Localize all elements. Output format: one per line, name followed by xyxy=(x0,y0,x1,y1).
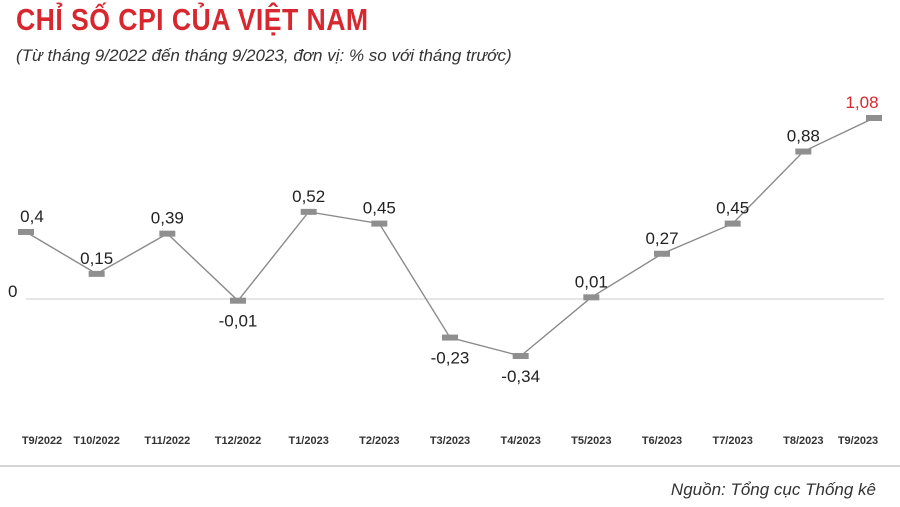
data-marker xyxy=(442,334,458,341)
cpi-series-line xyxy=(25,117,875,357)
x-tick-label: T2/2023 xyxy=(359,435,399,447)
data-marker xyxy=(230,297,246,304)
x-axis-ticks: T9/2022 T10/2022 T11/2022 T12/2022 T1/2023 T2… xyxy=(22,435,878,447)
data-markers xyxy=(18,115,882,359)
x-tick-label: T1/2023 xyxy=(288,435,328,447)
chart-title: CHỈ SỐ CPI CỦA VIỆT NAM xyxy=(16,2,369,37)
data-label: 0,4 xyxy=(20,207,44,226)
zero-axis-label: 0 xyxy=(8,282,17,301)
x-tick-label: T4/2023 xyxy=(500,435,540,447)
bottom-divider xyxy=(0,465,900,467)
data-label: 0,52 xyxy=(292,187,325,206)
data-marker xyxy=(795,148,812,155)
x-tick-label: T10/2022 xyxy=(73,435,119,447)
x-tick-label: T12/2022 xyxy=(215,435,261,447)
data-label: 0,01 xyxy=(575,272,608,291)
data-marker xyxy=(18,228,34,235)
data-label: 0,88 xyxy=(787,127,820,146)
data-marker xyxy=(866,115,882,121)
data-marker xyxy=(88,270,105,277)
data-label: 0,39 xyxy=(151,209,184,228)
x-tick-label: T8/2023 xyxy=(783,435,823,447)
x-tick-label: T11/2022 xyxy=(144,435,190,447)
data-labels: 0,4 0,15 0,39 -0,01 0,52 0,45 -0,23 -0,34 0,01 0,… xyxy=(20,93,878,386)
data-marker xyxy=(583,294,600,301)
data-label: -0,34 xyxy=(501,367,540,386)
data-marker xyxy=(512,353,529,359)
data-label: 0,45 xyxy=(363,199,396,218)
data-label: -0,01 xyxy=(219,312,258,331)
data-marker xyxy=(159,230,176,237)
x-tick-label: T9/2022 xyxy=(22,435,62,447)
cpi-line-chart: 0 0,4 0,15 0,39 -0,01 0,52 0,45 -0,23 -0,34 0,01… xyxy=(8,93,884,447)
data-marker xyxy=(300,208,317,215)
data-label: 0,27 xyxy=(645,229,678,248)
x-tick-label: T9/2023 xyxy=(838,435,878,447)
source-note: Nguồn: Tổng cục Thống kê xyxy=(670,480,876,499)
data-label: -0,23 xyxy=(431,349,470,368)
chart-subtitle: (Từ tháng 9/2022 đến tháng 9/2023, đơn v… xyxy=(16,46,512,65)
x-tick-label: T3/2023 xyxy=(430,435,470,447)
data-marker xyxy=(724,220,741,227)
data-label: 0,15 xyxy=(80,249,113,268)
x-tick-label: T6/2023 xyxy=(642,435,682,447)
data-label: 0,45 xyxy=(716,199,749,218)
x-tick-label: T7/2023 xyxy=(712,435,752,447)
data-marker xyxy=(654,250,670,257)
data-marker xyxy=(371,220,388,227)
x-tick-label: T5/2023 xyxy=(571,435,611,447)
data-label: 1,08 xyxy=(845,93,878,112)
